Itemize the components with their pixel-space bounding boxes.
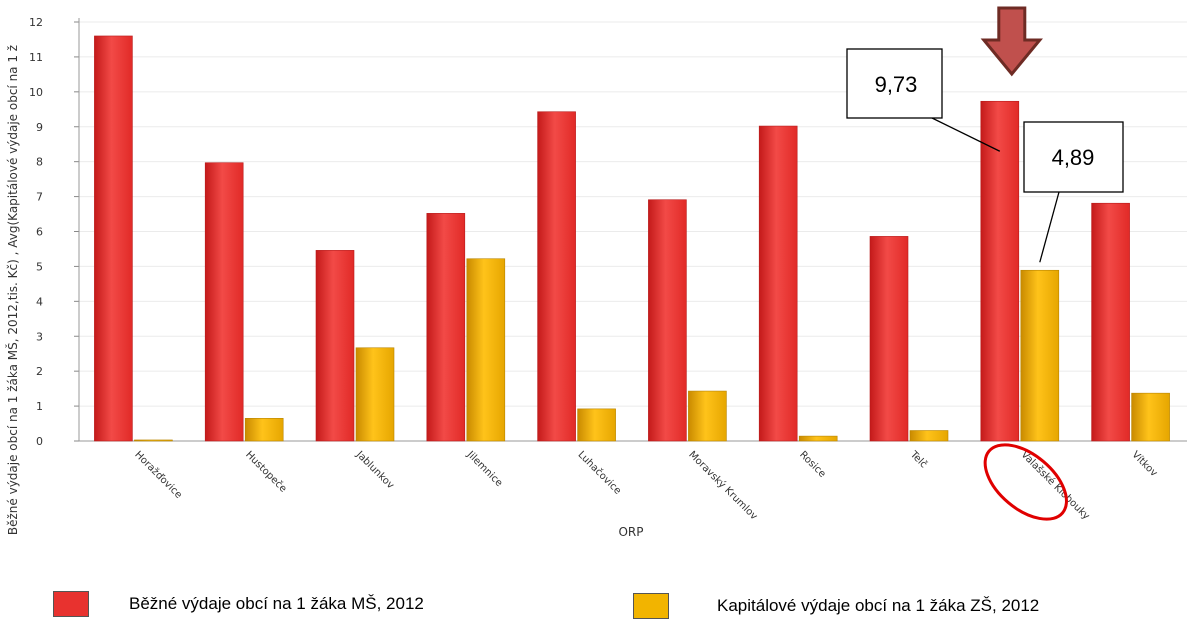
y-tick-label: 9 xyxy=(36,121,43,134)
bar-kapitalove-7 xyxy=(909,430,949,442)
y-tick-label: 10 xyxy=(29,86,43,99)
bar-kapitalove-6 xyxy=(798,435,838,442)
bars xyxy=(94,35,1170,442)
down-arrow-icon xyxy=(980,6,1043,77)
y-tick-label: 0 xyxy=(36,435,43,448)
y-tick-label: 1 xyxy=(36,400,43,413)
bar-kapitalove-0 xyxy=(134,439,173,442)
bar-bezne-2 xyxy=(315,250,355,442)
y-tick-label: 11 xyxy=(29,51,43,64)
legend-item-series-1: Kapitálové výdaje obcí na 1 žáka ZŠ, 201… xyxy=(633,593,1039,619)
legend-swatch-yellow xyxy=(633,593,669,619)
y-tick-label: 4 xyxy=(36,295,43,308)
legend-label: Běžné výdaje obcí na 1 žáka MŠ, 2012 xyxy=(129,594,424,613)
x-tick-label: Jablunkov xyxy=(353,449,396,492)
callout-value: 4,89 xyxy=(1052,145,1095,170)
bar-bezne-6 xyxy=(758,125,798,442)
x-tick-label: Jilemnice xyxy=(464,449,504,489)
y-tick-label: 6 xyxy=(36,226,43,239)
callout-box xyxy=(846,48,943,119)
y-tick-label: 8 xyxy=(36,156,43,169)
bar-bezne-0 xyxy=(94,35,133,442)
y-tick-label: 3 xyxy=(36,330,43,343)
bar-bezne-3 xyxy=(426,213,466,442)
bar-bezne-7 xyxy=(869,236,909,442)
bar-bezne-8 xyxy=(980,100,1020,442)
highlight-ellipse xyxy=(983,443,1068,521)
y-tick-label: 5 xyxy=(36,260,43,273)
y-tick-label: 12 xyxy=(29,16,43,29)
x-tick-label: Moravský Krumlov xyxy=(686,449,760,523)
x-tick-labels: Horažďovice Hustopeče Jablunkov Jilemnice Lu… xyxy=(132,448,1160,522)
x-tick-label: Luhačovice xyxy=(575,449,623,497)
callout-box xyxy=(1023,121,1124,193)
bar-kapitalove-4 xyxy=(577,408,616,442)
x-tick-label: Horažďovice xyxy=(132,449,184,501)
legend-label: Kapitálové výdaje obcí na 1 žáka ZŠ, 201… xyxy=(717,596,1040,615)
callout-leader-line xyxy=(931,117,1001,152)
x-tick-label: Telč xyxy=(907,448,930,471)
y-tick-label: 7 xyxy=(36,191,43,204)
legend-swatch-red xyxy=(53,591,89,617)
bar-kapitalove-5 xyxy=(688,390,727,442)
bar-bezne-5 xyxy=(648,199,687,442)
x-tick-label: Vítkov xyxy=(1129,449,1159,479)
y-tick-label: 2 xyxy=(36,365,43,378)
y-axis-title: Běžné výdaje obcí na 1 žáka MŠ, 2012,tis… xyxy=(5,45,20,535)
bar-kapitalove-9 xyxy=(1131,392,1170,442)
callout-value: 9,73 xyxy=(875,72,918,97)
legend-item-series-0: Běžné výdaje obcí na 1 žáka MŠ, 2012 xyxy=(53,591,424,617)
x-tick-label: Hustopeče xyxy=(243,449,289,495)
bar-bezne-4 xyxy=(537,111,576,442)
bar-kapitalove-8 xyxy=(1020,269,1060,442)
bar-kapitalove-1 xyxy=(244,418,284,442)
bar-kapitalove-3 xyxy=(466,258,506,442)
x-tick-label: Valašské Klobouky xyxy=(1019,449,1093,523)
bar-bezne-1 xyxy=(204,162,244,442)
callout-leader-line xyxy=(1039,191,1060,263)
bar-kapitalove-2 xyxy=(355,347,395,442)
annotations: 9,73 4,89 xyxy=(846,6,1124,521)
bar-bezne-9 xyxy=(1091,202,1130,442)
x-tick-label: Rosice xyxy=(797,449,828,480)
x-axis-title: ORP xyxy=(618,525,643,539)
